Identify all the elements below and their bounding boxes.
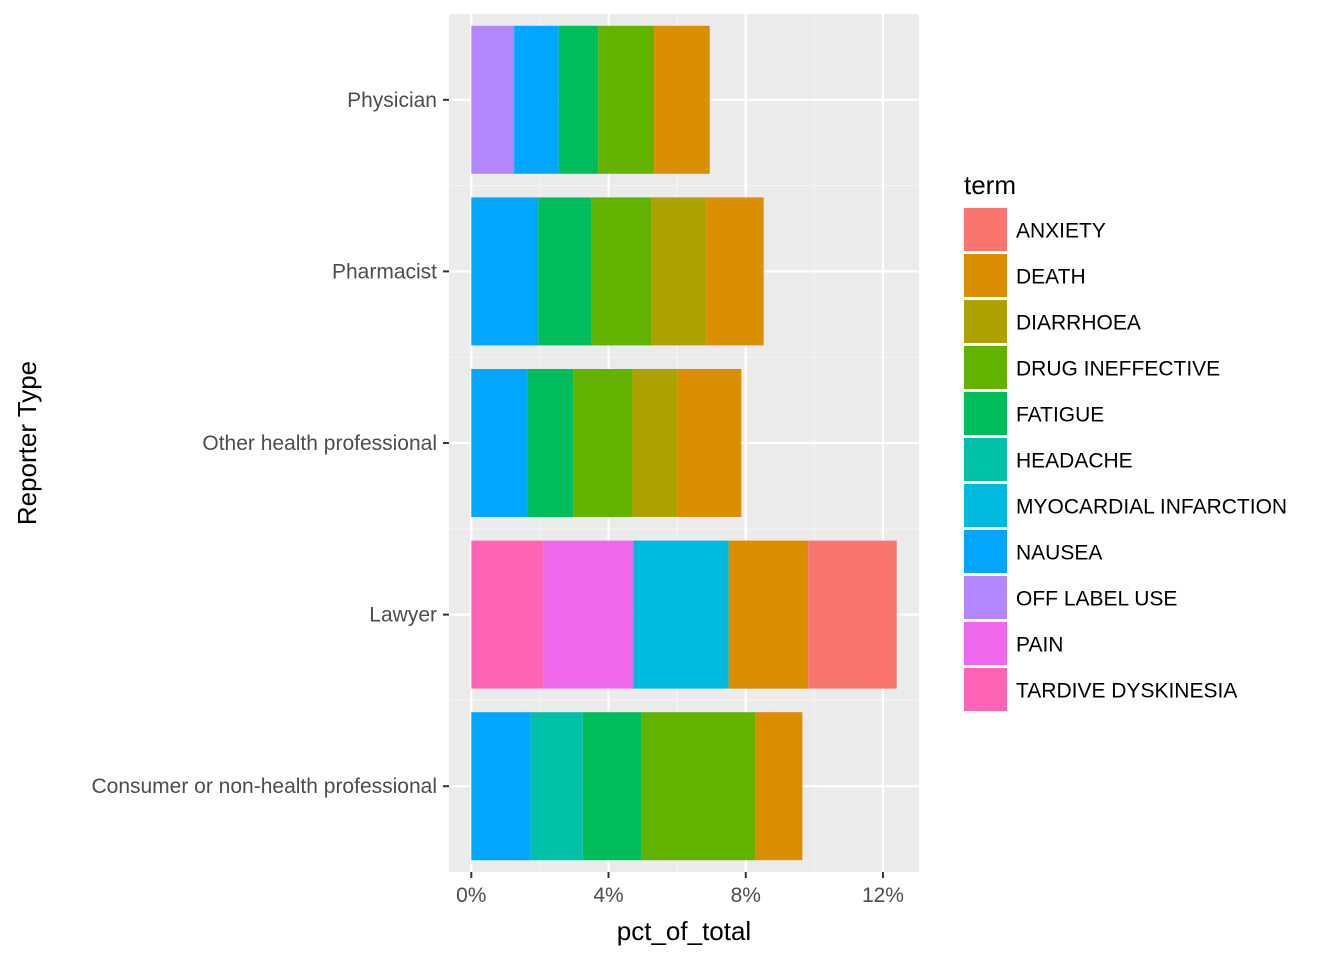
legend-label: TARDIVE DYSKINESIA [1016, 680, 1237, 703]
legend-key [964, 622, 1007, 665]
y-axis: Physician Pharmacist Other health professi… [91, 89, 449, 798]
x-tick-label: 4% [593, 884, 623, 907]
legend-label: HEADACHE [1016, 450, 1133, 473]
x-tick-label: 12% [862, 884, 904, 907]
legend-key [964, 576, 1007, 619]
bar-segment-pain [543, 540, 634, 689]
legend-label: ANXIETY [1016, 220, 1106, 243]
bar-segment-drug-ineffective [591, 197, 652, 346]
bar-segment-myocardial-infarction [633, 540, 729, 689]
bar-segment-death [706, 197, 764, 346]
bar-segment-death [755, 712, 803, 861]
y-tick-label: Other health professional [202, 432, 437, 455]
x-axis: 0% 4% 8% 12% [456, 872, 904, 907]
bar-consumer-or-non-health-professional [471, 712, 803, 861]
legend-key [964, 300, 1007, 343]
x-tick-label: 0% [456, 884, 486, 907]
bar-segment-tardive-dyskinesia [471, 540, 544, 689]
legend-key [964, 208, 1007, 251]
bar-segment-death [728, 540, 809, 689]
legend-label: PAIN [1016, 634, 1063, 657]
bar-segment-fatigue [582, 712, 642, 861]
bar-segment-nausea [471, 369, 528, 517]
legend-label: NAUSEA [1016, 542, 1102, 565]
legend-label: FATIGUE [1016, 404, 1104, 427]
bar-segment-death [654, 25, 710, 174]
bar-physician [471, 25, 710, 174]
legend-label: DEATH [1016, 266, 1086, 289]
bar-segment-drug-ineffective [641, 712, 756, 861]
bar-segment-anxiety [808, 540, 897, 689]
y-axis-title: Reporter Type [12, 361, 42, 525]
y-tick-label: Pharmacist [332, 260, 437, 283]
bar-pharmacist [471, 197, 764, 346]
legend-label: DRUG INEFFECTIVE [1016, 358, 1220, 381]
legend-key [964, 530, 1007, 573]
bar-segment-nausea [514, 25, 559, 174]
bar-segment-drug-ineffective [598, 25, 655, 174]
legend-key [964, 392, 1007, 435]
legend-key [964, 346, 1007, 389]
bar-segment-death [677, 369, 742, 517]
y-tick-label: Lawyer [369, 604, 437, 627]
legend-key [964, 484, 1007, 527]
bar-segment-drug-ineffective [573, 369, 633, 517]
legend-label: OFF LABEL USE [1016, 588, 1177, 611]
y-tick-label: Physician [347, 89, 437, 112]
legend-key [964, 668, 1007, 711]
bar-segment-diarrhoea [651, 197, 707, 346]
y-tick-label: Consumer or non-health professional [91, 775, 437, 798]
legend-label: MYOCARDIAL INFARCTION [1016, 496, 1287, 519]
bar-lawyer [471, 540, 897, 689]
bar-segment-fatigue [538, 197, 592, 346]
bar-segment-headache [530, 712, 583, 861]
x-axis-title: pct_of_total [617, 916, 751, 946]
legend: term ANXIETY DEATH DIARRHOEA DRUG INEFFECTI… [964, 170, 1287, 711]
bar-segment-nausea [471, 197, 539, 346]
x-tick-label: 8% [731, 884, 761, 907]
bar-segment-nausea [471, 712, 531, 861]
legend-title: term [964, 170, 1016, 200]
bar-segment-off-label-use [471, 25, 515, 174]
legend-label: DIARRHOEA [1016, 312, 1141, 335]
bar-other-health-professional [471, 369, 742, 517]
bar-segment-diarrhoea [632, 369, 678, 517]
bar-segment-fatigue [527, 369, 574, 517]
bar-segment-fatigue [558, 25, 599, 174]
legend-key [964, 254, 1007, 297]
legend-key [964, 438, 1007, 481]
bars [471, 25, 897, 861]
